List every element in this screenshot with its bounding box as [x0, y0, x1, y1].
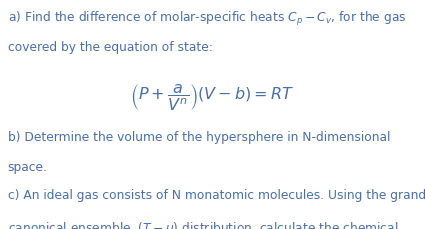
- Text: b) Determine the volume of the hypersphere in N-dimensional: b) Determine the volume of the hypersphe…: [8, 131, 390, 144]
- Text: canonical ensemble, $(T - \mu)$ distribution, calculate the chemical: canonical ensemble, $(T - \mu)$ distribu…: [8, 220, 398, 229]
- Text: a) Find the difference of molar-specific heats $C_p - C_v$, for the gas: a) Find the difference of molar-specific…: [8, 10, 406, 28]
- Text: covered by the equation of state:: covered by the equation of state:: [8, 41, 212, 54]
- Text: $\left(P + \dfrac{a}{V^n}\right)(V - b) = RT$: $\left(P + \dfrac{a}{V^n}\right)(V - b) …: [130, 82, 295, 113]
- Text: c) An ideal gas consists of N monatomic molecules. Using the grand: c) An ideal gas consists of N monatomic …: [8, 189, 425, 202]
- Text: space.: space.: [8, 161, 48, 174]
